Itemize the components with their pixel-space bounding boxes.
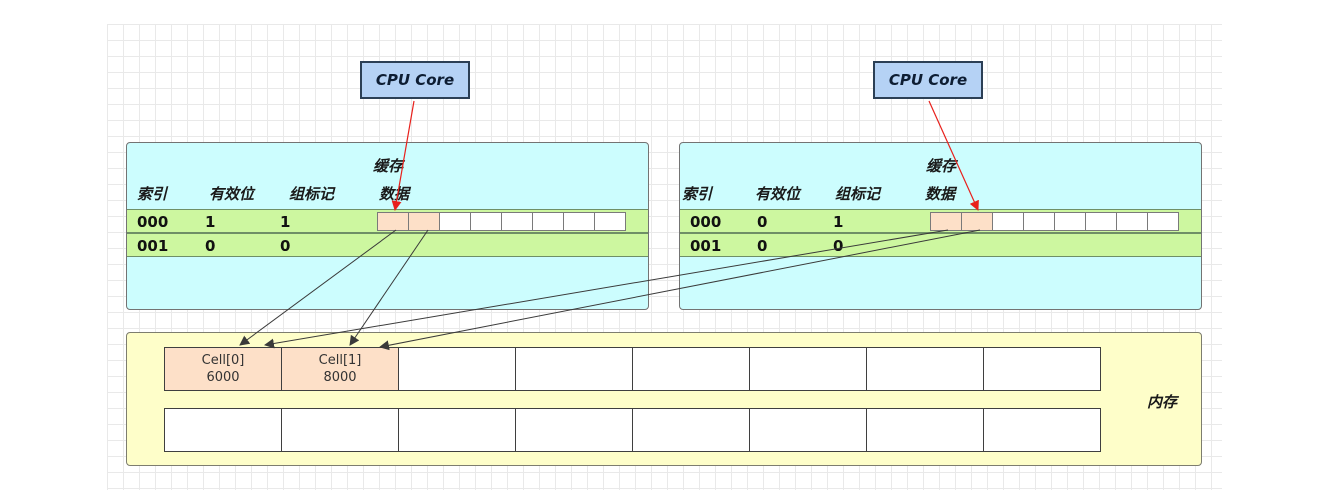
row-index: 000 — [690, 213, 722, 231]
memory-cell — [749, 347, 867, 391]
header-index: 索引 — [137, 185, 168, 203]
cache-left: 缓存 索引 有效位 组标记 数据 000 1 1 001 0 0 — [126, 142, 649, 310]
memory-cell-1: Cell[1] 8000 — [281, 347, 399, 391]
memory-cell-name: Cell[1] — [318, 353, 362, 368]
row-tag: 1 — [280, 213, 291, 231]
row-index: 000 — [137, 213, 169, 231]
core-to-cache-arrow-right — [928, 100, 979, 211]
cache-line-slots — [377, 212, 626, 231]
core-to-cache-arrow-left — [391, 100, 415, 211]
memory-cell — [515, 347, 633, 391]
memory-cell — [866, 347, 984, 391]
cache-row: 001 0 0 — [127, 233, 648, 257]
memory-cell — [281, 408, 399, 452]
row-tag: 1 — [833, 213, 844, 231]
cache-row: 001 0 0 — [680, 233, 1201, 257]
cache-title: 缓存 — [373, 157, 404, 175]
row-valid: 1 — [205, 213, 216, 231]
header-valid: 有效位 — [755, 185, 801, 203]
cpu-core-right: CPU Core — [873, 61, 983, 99]
cache-slot — [594, 212, 626, 231]
header-index: 索引 — [682, 185, 713, 203]
row-tag: 0 — [280, 237, 291, 255]
row-index: 001 — [690, 237, 722, 255]
header-tag: 组标记 — [835, 185, 881, 203]
header-data: 数据 — [379, 185, 410, 203]
memory-cell — [749, 408, 867, 452]
memory-cell-name: Cell[0] — [201, 353, 245, 368]
cache-row: 000 1 1 — [127, 209, 648, 233]
cpu-core-label: CPU Core — [888, 71, 968, 89]
header-valid: 有效位 — [209, 185, 255, 203]
memory-cell — [866, 408, 984, 452]
cache-right: 缓存 索引 有效位 组标记 数据 000 0 1 001 0 0 — [679, 142, 1202, 310]
memory-row: Cell[0] 6000 Cell[1] 8000 — [164, 347, 1101, 391]
row-valid: 0 — [757, 213, 768, 231]
row-valid: 0 — [757, 237, 768, 255]
cache-line-slots — [930, 212, 1179, 231]
header-data: 数据 — [925, 185, 956, 203]
memory-cell — [398, 408, 516, 452]
memory-row — [164, 408, 1101, 452]
cpu-core-label: CPU Core — [375, 71, 455, 89]
memory-label: 内存 — [1147, 393, 1178, 411]
cache-to-memory-arrow — [379, 229, 981, 351]
cache-title: 缓存 — [926, 157, 957, 175]
memory-cell — [983, 408, 1101, 452]
cpu-core-left: CPU Core — [360, 61, 470, 99]
cache-to-memory-arrow — [349, 229, 429, 346]
cache-to-memory-arrow — [239, 229, 397, 346]
row-valid: 0 — [205, 237, 216, 255]
cache-to-memory-arrow — [264, 229, 949, 349]
cache-row: 000 0 1 — [680, 209, 1201, 233]
cache-slot — [1147, 212, 1179, 231]
memory-block: Cell[0] 6000 Cell[1] 8000 内存 — [126, 332, 1202, 466]
memory-cell-value: 6000 — [206, 370, 240, 385]
row-index: 001 — [137, 237, 169, 255]
header-tag: 组标记 — [289, 185, 335, 203]
memory-cell — [632, 408, 750, 452]
row-tag: 0 — [833, 237, 844, 255]
memory-cell — [983, 347, 1101, 391]
memory-cell-value: 8000 — [323, 370, 357, 385]
